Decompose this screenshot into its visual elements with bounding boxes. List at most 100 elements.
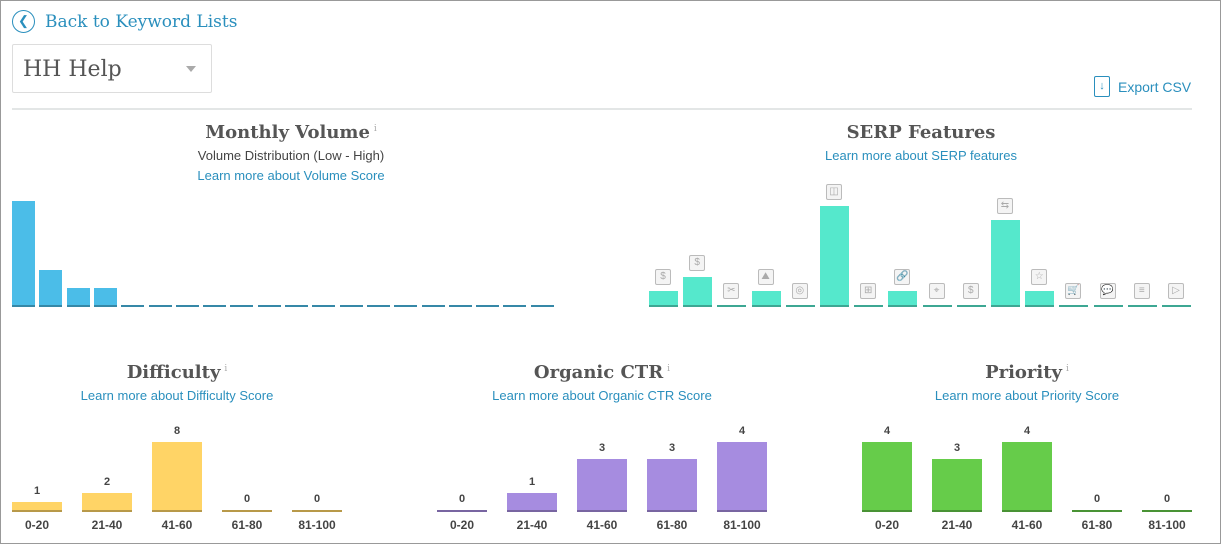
ctr-bar[interactable] xyxy=(717,442,767,512)
reviews-icon[interactable]: ☆ xyxy=(1031,268,1048,285)
volume-bar[interactable] xyxy=(312,305,336,307)
priority-learn-more-link[interactable]: Learn more about Priority Score xyxy=(934,388,1120,403)
ctr-category-label: 61-80 xyxy=(656,518,688,532)
volume-bar[interactable] xyxy=(203,305,227,307)
serp-bar[interactable] xyxy=(683,276,713,307)
ctr-bar[interactable] xyxy=(577,459,627,512)
serp-bar[interactable] xyxy=(1059,305,1089,307)
difficulty-bar[interactable] xyxy=(12,501,62,512)
difficulty-bar[interactable] xyxy=(152,442,202,512)
serp-bar[interactable] xyxy=(1162,305,1191,307)
volume-bar[interactable] xyxy=(12,201,35,307)
volume-bar[interactable] xyxy=(421,305,445,307)
priority-category-label: 21-40 xyxy=(941,518,973,532)
export-label: Export CSV xyxy=(1118,78,1192,95)
volume-bar[interactable] xyxy=(476,305,500,307)
tweet-icon[interactable]: ◎ xyxy=(791,283,808,299)
selected-list: HH Help xyxy=(23,57,122,82)
volume-bar[interactable] xyxy=(93,287,117,307)
serp-title: SERP Features xyxy=(846,122,996,143)
volume-bar[interactable] xyxy=(394,305,418,307)
difficulty-category-label: 61-80 xyxy=(231,518,263,532)
ctr-category-label: 41-60 xyxy=(586,518,618,532)
ctr-bar[interactable] xyxy=(437,510,487,512)
info-icon[interactable]: i xyxy=(373,124,377,134)
info-icon[interactable]: i xyxy=(1066,364,1069,374)
serp-learn-more-link[interactable]: Learn more about SERP features xyxy=(825,148,1017,163)
priority-value-label: 0 xyxy=(1093,493,1101,505)
volume-bar[interactable] xyxy=(530,305,554,307)
difficulty-bar[interactable] xyxy=(82,493,132,512)
volume-bar[interactable] xyxy=(448,305,472,307)
serp-bar[interactable] xyxy=(820,206,849,307)
serp-bar[interactable] xyxy=(717,305,747,307)
shopping-ads-icon[interactable]: $ xyxy=(655,268,671,285)
ctr-category-label: 0-20 xyxy=(449,518,475,532)
serp-bar[interactable] xyxy=(1093,305,1123,307)
site-links-icon[interactable]: ⊞ xyxy=(860,283,877,299)
volume-learn-more-link[interactable]: Learn more about Volume Score xyxy=(197,168,385,183)
priority-bar[interactable] xyxy=(1142,510,1192,512)
priority-bar[interactable] xyxy=(1072,510,1122,512)
serp-bar[interactable] xyxy=(922,305,952,307)
priority-bar[interactable] xyxy=(932,459,982,512)
volume-bar[interactable] xyxy=(121,305,145,307)
serp-bar[interactable] xyxy=(649,290,678,307)
serp-bar[interactable] xyxy=(1025,290,1055,307)
priority-category-label: 41-60 xyxy=(1011,518,1043,532)
image-pack-icon[interactable]: ⛰ xyxy=(757,268,774,285)
serp-bar[interactable] xyxy=(785,305,815,307)
local-ads-icon[interactable]: $ xyxy=(962,283,979,299)
info-icon[interactable]: i xyxy=(224,364,228,374)
ctr-bar[interactable] xyxy=(507,493,557,512)
keyword-list-select[interactable]: HH Help xyxy=(12,44,212,93)
ctr-learn-more-link[interactable]: Learn more about Organic CTR Score xyxy=(492,388,712,403)
serp-bar[interactable] xyxy=(888,290,918,307)
news-icon[interactable]: ≡ xyxy=(1133,283,1150,299)
volume-subtitle: Volume Distribution (Low - High) xyxy=(197,148,385,163)
volume-bar[interactable] xyxy=(285,305,308,307)
chevron-left-icon: ❮ xyxy=(12,10,35,33)
difficulty-value-label: 0 xyxy=(243,493,251,505)
ctr-value-label: 4 xyxy=(738,425,746,437)
volume-bar[interactable] xyxy=(175,305,199,307)
priority-bar[interactable] xyxy=(862,442,912,512)
difficulty-learn-more-link[interactable]: Learn more about Difficulty Score xyxy=(80,388,274,403)
serp-bar[interactable] xyxy=(751,290,781,307)
difficulty-category-label: 81-100 xyxy=(298,518,336,532)
export-csv-button[interactable]: ↓ Export CSV xyxy=(1094,76,1191,97)
difficulty-value-label: 8 xyxy=(173,425,181,437)
discussions-icon[interactable]: 💬 xyxy=(1099,283,1116,299)
local-pack-icon[interactable]: ⌖ xyxy=(928,283,945,299)
priority-value-label: 0 xyxy=(1163,493,1171,505)
volume-bar[interactable] xyxy=(230,305,254,307)
volume-bar[interactable] xyxy=(503,305,527,307)
shopping-results-icon[interactable]: 🛒 xyxy=(1065,283,1082,299)
links-icon[interactable]: 🔗 xyxy=(894,268,911,285)
serp-bar[interactable] xyxy=(991,220,1020,307)
priority-bar[interactable] xyxy=(1002,442,1052,512)
ctr-bar[interactable] xyxy=(647,459,697,512)
volume-bar[interactable] xyxy=(148,305,172,307)
volume-bar[interactable] xyxy=(339,305,363,307)
volume-bar[interactable] xyxy=(39,270,63,307)
top-ads-icon[interactable]: $ xyxy=(689,254,706,271)
snippet-icon[interactable]: ✂ xyxy=(723,283,740,299)
difficulty-bar[interactable] xyxy=(222,510,272,512)
difficulty-category-label: 21-40 xyxy=(91,518,123,532)
volume-bar[interactable] xyxy=(66,287,90,307)
knowledge-panel-icon[interactable]: ◫ xyxy=(826,184,842,200)
serp-bar[interactable] xyxy=(956,305,986,307)
video-icon[interactable]: ▷ xyxy=(1168,283,1184,299)
back-to-keyword-lists-link[interactable]: ❮ Back to Keyword Lists xyxy=(12,10,237,33)
volume-bar[interactable] xyxy=(366,305,390,307)
difficulty-bar[interactable] xyxy=(292,510,342,512)
serp-bar[interactable] xyxy=(854,305,884,307)
related-questions-icon[interactable]: ⇆ xyxy=(997,198,1013,215)
serp-bar[interactable] xyxy=(1127,305,1157,307)
difficulty-title: Difficulty i xyxy=(126,362,228,383)
info-icon[interactable]: i xyxy=(667,364,671,374)
difficulty-category-label: 41-60 xyxy=(161,518,193,532)
back-label: Back to Keyword Lists xyxy=(45,11,238,32)
volume-bar[interactable] xyxy=(257,305,281,307)
